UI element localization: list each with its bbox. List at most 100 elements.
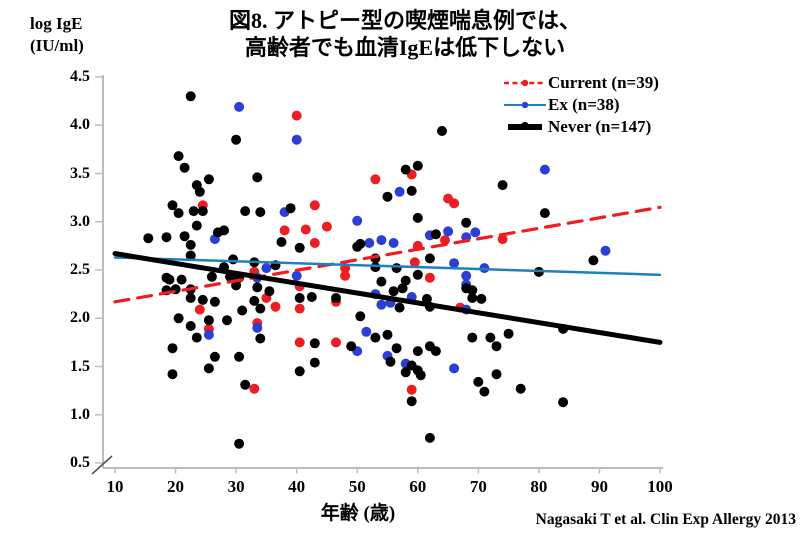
data-point-ex (376, 235, 387, 246)
data-point-never (294, 366, 305, 377)
legend-label-ex: Ex (n=38) (548, 95, 620, 114)
data-point-never (485, 332, 496, 343)
data-point-never (400, 275, 411, 286)
data-point-never (394, 302, 405, 313)
data-point-never (197, 206, 208, 217)
data-point-never (276, 237, 287, 247)
data-point-never (385, 356, 396, 367)
data-point-never (222, 315, 232, 326)
never-thick-line-icon (508, 122, 542, 130)
y-tick-label: 0.5 (70, 454, 90, 471)
data-point-never (203, 174, 214, 185)
legend-item-ex: Ex (n=38) (502, 94, 659, 116)
data-point-never (185, 250, 196, 261)
x-tick-label: 80 (530, 477, 548, 496)
data-point-current (331, 337, 341, 348)
data-point-never (203, 363, 214, 374)
data-point-current (424, 272, 435, 283)
legend: Current (n=39) Ex (n=38) Never (n=147) (502, 72, 659, 138)
data-point-never (309, 357, 320, 368)
x-tick-label: 60 (409, 477, 427, 496)
data-point-never (412, 269, 423, 280)
data-point-never (397, 283, 408, 294)
data-point-never (306, 292, 317, 302)
data-point-never (400, 367, 411, 378)
x-tick-label: 30 (227, 477, 245, 496)
data-point-never (255, 303, 266, 314)
data-point-never (179, 231, 190, 242)
data-point-current (309, 238, 320, 248)
data-point-never (491, 341, 502, 352)
x-tick-label: 20 (167, 477, 185, 496)
data-point-never (143, 233, 154, 244)
data-point-ex (364, 238, 375, 248)
y-tick-label: 4.0 (70, 116, 90, 134)
data-point-current (321, 221, 332, 232)
data-point-never (185, 239, 196, 250)
data-point-never (491, 369, 502, 380)
data-point-never (294, 242, 305, 253)
y-axis-title-line1: log IgE (30, 14, 83, 33)
data-point-never (479, 386, 490, 397)
data-point-never (406, 185, 417, 196)
y-tick-label: 3.5 (70, 164, 90, 182)
data-point-never (415, 370, 426, 381)
current-dashed-line-icon (504, 79, 546, 87)
data-point-ex (291, 270, 302, 281)
data-point-never (164, 274, 175, 285)
data-point-current (309, 200, 320, 211)
data-point-never (437, 126, 447, 136)
data-point-never (294, 293, 305, 303)
y-tick-label: 2.0 (70, 309, 90, 327)
data-point-current (370, 174, 381, 185)
data-point-never (588, 255, 599, 266)
trendline-ex (113, 256, 662, 277)
data-point-never (331, 293, 341, 303)
data-point-never (370, 332, 381, 343)
x-tick-label: 90 (590, 477, 608, 496)
data-point-never (515, 383, 526, 394)
data-point-never (167, 200, 178, 211)
data-point-never (237, 305, 248, 316)
data-point-never (167, 343, 178, 354)
data-point-never (476, 293, 487, 304)
x-tick-label: 100 (647, 477, 673, 496)
data-point-ex (461, 270, 472, 281)
data-point-never (382, 329, 393, 340)
data-point-never (185, 91, 196, 102)
data-point-never (240, 206, 251, 217)
data-point-current (340, 270, 351, 281)
data-point-never (231, 280, 242, 291)
data-point-never (252, 172, 263, 183)
data-point-never (173, 151, 184, 162)
figure-title-line1: 図8. アトピー型の喫煙喘息例では、 (228, 8, 581, 33)
data-point-never (285, 203, 296, 214)
data-point-current (406, 384, 417, 395)
data-point-never (382, 191, 393, 202)
x-axis-title: 年齢 (歳) (320, 503, 396, 524)
data-point-ex (539, 164, 550, 175)
data-point-ex (600, 245, 611, 256)
axis-break-icon (91, 455, 113, 475)
figure-title-line2: 高齢者でも血清IgEは低下しない (244, 35, 566, 60)
data-point-never (161, 232, 172, 243)
data-point-never (167, 369, 178, 380)
data-point-never (424, 253, 435, 264)
data-point-never (391, 263, 402, 274)
data-point-ex (234, 101, 245, 112)
data-point-never (206, 271, 217, 282)
data-point-ex (470, 227, 481, 238)
y-tick-label: 1.5 (70, 357, 90, 375)
data-point-never (503, 328, 514, 339)
data-point-never (179, 162, 190, 173)
figure-title: 図8. アトピー型の喫煙喘息例では、 高齢者でも血清IgEは低下しない (0, 7, 810, 61)
y-tick-label: 1.0 (70, 405, 90, 423)
data-point-never (203, 315, 214, 326)
data-point-ex (291, 134, 302, 145)
data-point-ex (352, 215, 363, 226)
data-point-never (558, 397, 569, 408)
data-point-current (279, 225, 290, 236)
x-tick-label: 70 (469, 477, 487, 496)
citation: Nagasaki T et al. Clin Exp Allergy 2013 (535, 511, 796, 528)
data-point-never (173, 313, 184, 324)
